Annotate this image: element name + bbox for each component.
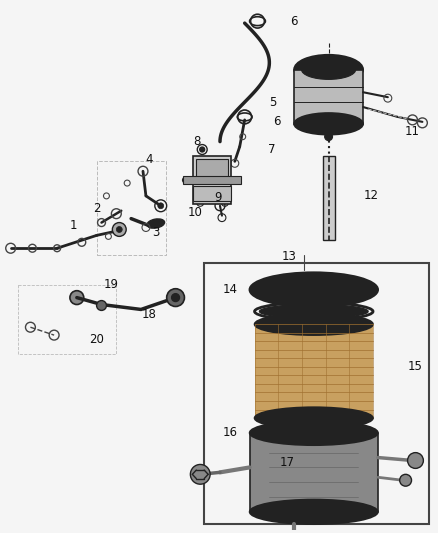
Text: 15: 15 — [408, 360, 423, 373]
Text: 11: 11 — [405, 125, 420, 138]
Text: 10: 10 — [188, 206, 203, 219]
Text: 5: 5 — [268, 95, 276, 109]
Circle shape — [172, 294, 180, 302]
Text: 18: 18 — [141, 308, 156, 321]
Ellipse shape — [250, 499, 378, 524]
Ellipse shape — [259, 304, 368, 318]
Text: 8: 8 — [194, 135, 201, 148]
Ellipse shape — [257, 424, 371, 442]
Circle shape — [96, 301, 106, 310]
Text: 13: 13 — [282, 249, 297, 263]
Text: 14: 14 — [223, 283, 237, 296]
Bar — [250, 433, 378, 512]
Circle shape — [400, 474, 412, 486]
Text: 4: 4 — [145, 153, 153, 166]
Ellipse shape — [147, 219, 165, 228]
Text: 6: 6 — [290, 14, 298, 28]
Circle shape — [408, 453, 424, 469]
Text: 6: 6 — [273, 115, 281, 128]
Bar — [323, 156, 335, 240]
Ellipse shape — [265, 275, 363, 295]
Ellipse shape — [294, 55, 363, 84]
Ellipse shape — [301, 60, 356, 79]
Ellipse shape — [250, 421, 378, 445]
Text: 7: 7 — [268, 143, 275, 156]
Text: 9: 9 — [214, 191, 222, 204]
Text: 17: 17 — [279, 456, 295, 469]
Bar — [254, 324, 373, 418]
Bar — [184, 176, 241, 184]
Ellipse shape — [250, 272, 378, 307]
Bar — [196, 159, 228, 181]
Circle shape — [325, 133, 332, 141]
Bar — [193, 186, 231, 201]
Bar — [294, 69, 363, 124]
Circle shape — [113, 223, 126, 237]
Circle shape — [158, 203, 164, 209]
Text: 20: 20 — [89, 333, 104, 345]
Text: 16: 16 — [223, 426, 237, 439]
Circle shape — [70, 290, 84, 304]
Bar — [193, 156, 231, 204]
Ellipse shape — [254, 313, 373, 335]
Text: 12: 12 — [364, 189, 378, 203]
Text: 19: 19 — [104, 278, 119, 291]
Circle shape — [200, 147, 205, 152]
Circle shape — [117, 227, 122, 232]
Text: 2: 2 — [93, 202, 100, 215]
Circle shape — [191, 464, 210, 484]
Ellipse shape — [257, 276, 371, 303]
Bar — [204, 263, 429, 524]
Ellipse shape — [294, 113, 363, 135]
Text: 3: 3 — [152, 226, 159, 239]
Text: 1: 1 — [70, 219, 78, 232]
Ellipse shape — [254, 407, 373, 429]
Circle shape — [167, 289, 184, 306]
